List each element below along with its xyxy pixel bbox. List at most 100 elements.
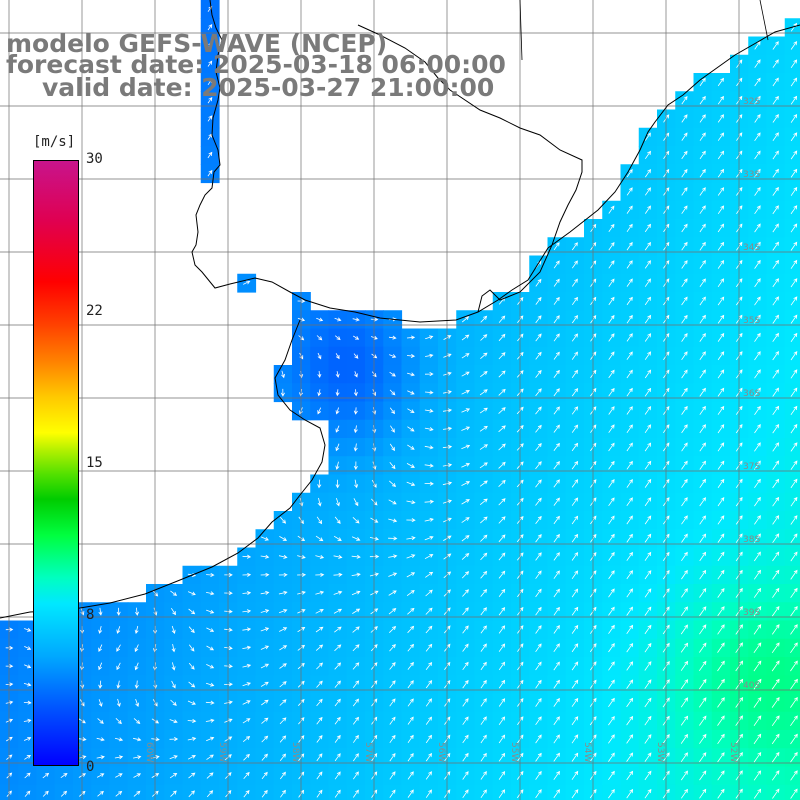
wind-cell [401,602,421,622]
wind-cell [784,91,800,111]
wind-arrow [698,678,707,690]
wind-arrow [535,789,542,799]
wind-arrow [553,351,560,360]
wind-arrow [242,591,252,596]
wind-arrow [406,353,416,358]
wind-cell [693,711,713,731]
wind-arrow [626,770,634,781]
wind-cell [711,273,731,293]
wind-arrow [790,751,798,763]
wind-arrow [699,95,706,105]
wind-arrow [608,442,615,452]
wind-cell [511,766,530,786]
wind-arrow [424,536,434,541]
wind-arrow [480,352,488,360]
wind-cell [456,565,476,585]
wind-cell [54,784,74,800]
wind-arrow [316,680,323,688]
wind-cell [638,273,658,293]
wind-arrow [535,679,542,689]
wind-arrow [681,314,688,324]
wind-cell [693,365,713,384]
longitude-label: 52W [728,742,738,762]
wind-arrow [207,151,213,159]
wind-arrow [608,479,615,488]
wind-arrow [790,95,798,105]
model-title: modelo GEFS-WAVE (NCEP) [6,29,388,58]
wind-cell [511,438,530,457]
wind-cell [584,419,603,439]
wind-cell [766,675,786,695]
wind-cell [748,164,768,184]
wind-cell [638,693,658,713]
longitude-label: 56W [436,742,446,762]
wind-cell [456,620,476,640]
wind-arrow [699,624,707,635]
wind-cell [529,401,549,421]
wind-arrow [461,316,470,323]
wind-arrow [608,497,615,507]
wind-cell [766,584,786,603]
wind-arrow [461,462,471,468]
wind-cell [565,547,585,567]
wind-cell [565,730,585,749]
latitude-label: 35S [743,316,760,326]
wind-cell [456,675,476,695]
wind-arrow [754,114,761,123]
wind-cell [711,620,731,640]
wind-arrow [116,680,121,689]
wind-arrow [498,752,506,762]
wind-arrow [608,242,615,251]
wind-cell [693,401,713,421]
wind-arrow [699,788,707,799]
wind-cell [547,784,567,800]
wind-cell [657,711,676,731]
wind-arrow [608,515,615,525]
wind-cell [784,127,800,147]
wind-arrow [717,460,725,470]
wind-cell [638,730,658,749]
wind-cell [200,784,220,800]
wind-arrow [279,717,287,725]
wind-arrow [353,498,359,507]
wind-arrow [754,405,761,416]
wind-cell [200,127,220,147]
wind-cell [784,438,800,457]
wind-cell [748,492,768,512]
wind-arrow [608,369,615,379]
wind-cell [565,784,585,800]
wind-cell [766,784,786,800]
wind-arrow [390,425,395,433]
wind-arrow [681,333,688,342]
wind-cell [419,748,439,768]
wind-arrow [407,607,415,615]
wind-cell [638,255,658,275]
wind-cell [657,127,676,147]
wind-arrow [135,698,140,707]
wind-arrow [335,407,340,415]
wind-arrow [772,496,780,507]
wind-arrow [243,280,251,285]
wind-arrow [571,533,579,543]
wind-cell [365,565,384,585]
wind-arrow [626,424,633,434]
latitude-label: 37S [743,462,760,472]
wind-arrow [626,715,634,726]
wind-arrow [406,481,416,486]
wind-arrow [699,606,707,617]
wind-arrow [681,278,688,288]
wind-arrow [680,679,689,690]
wind-cell [310,693,330,713]
wind-cell [620,328,640,348]
wind-cell [784,620,800,640]
wind-cell [730,657,749,676]
wind-cell [766,54,786,74]
wind-arrow [699,551,707,562]
wind-arrow [626,588,633,598]
wind-cell [693,638,713,658]
wind-cell [638,529,658,549]
wind-cell [419,620,439,640]
wind-arrow [772,150,779,160]
wind-arrow [717,332,725,342]
wind-arrow [717,624,725,635]
